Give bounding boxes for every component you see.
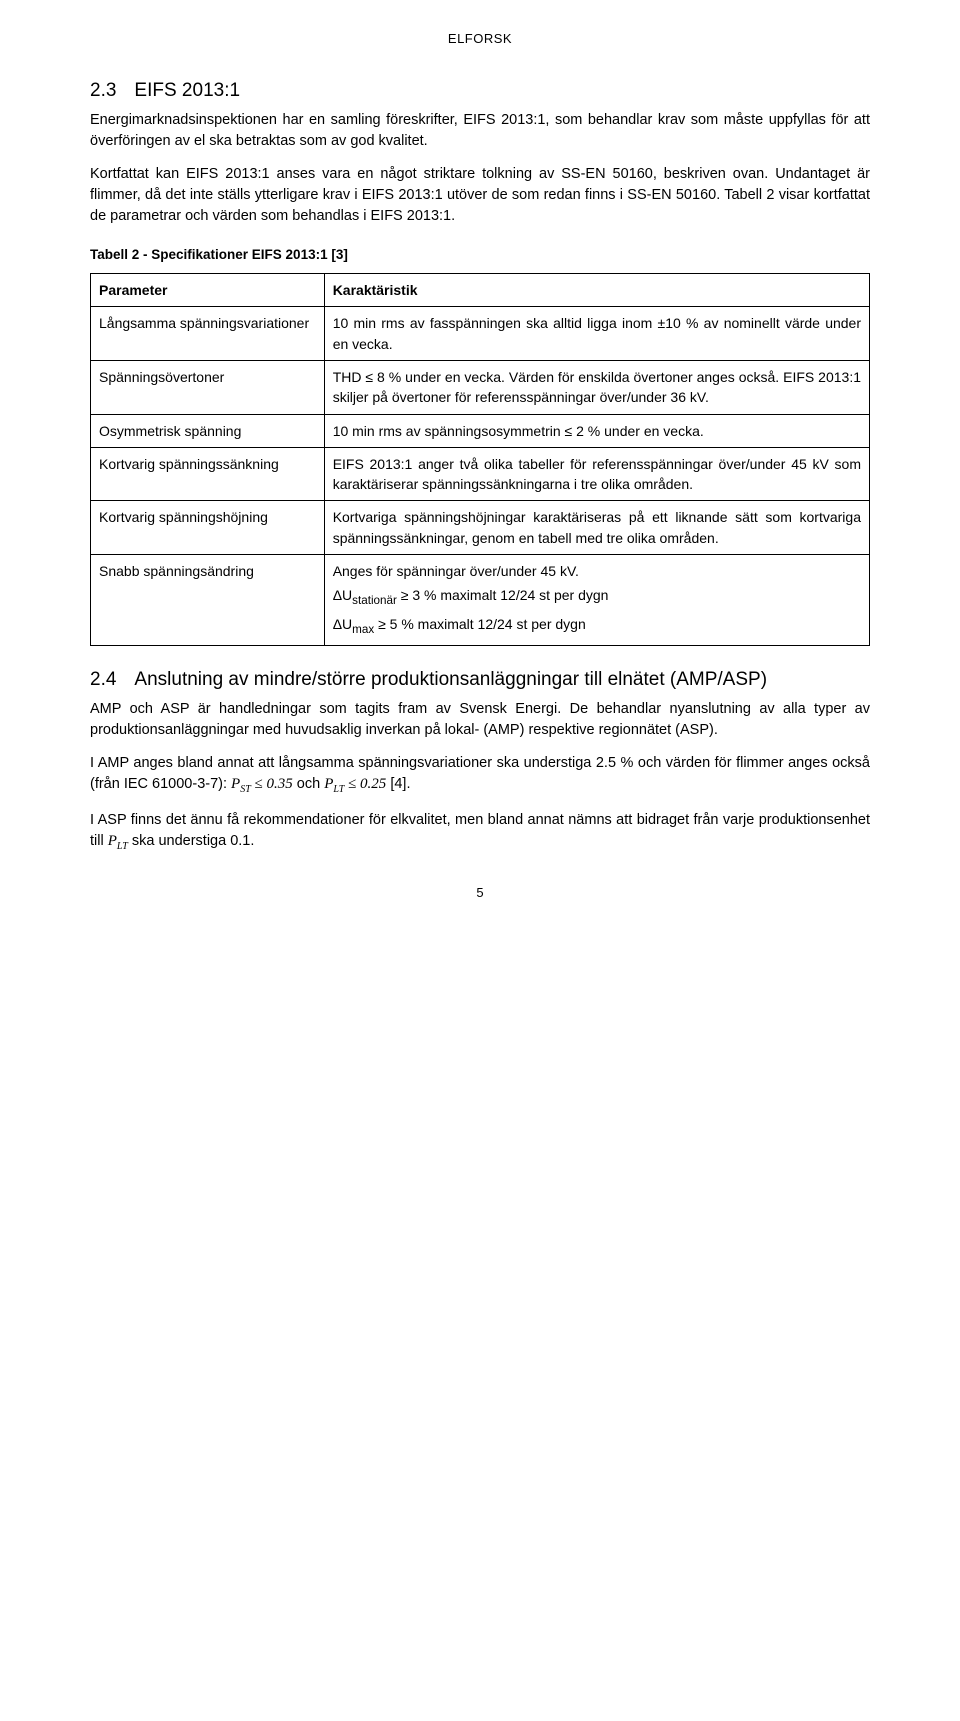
cell-parameter: Kortvarig spänningssänkning: [91, 447, 325, 501]
section-2-3-heading: 2.3 EIFS 2013:1: [90, 77, 870, 105]
section-2-4-heading: 2.4 Anslutning av mindre/större produktio…: [90, 666, 870, 694]
th-parameter: Parameter: [91, 274, 325, 307]
cell-line: ΔUmax ≥ 5 % maximalt 12/24 st per dygn: [333, 614, 861, 639]
page-header: ELFORSK: [90, 30, 870, 49]
table2-caption: Tabell 2 - Specifikationer EIFS 2013:1 […: [90, 245, 870, 265]
section-title: EIFS 2013:1: [134, 80, 240, 101]
table-row: Snabb spänningsändringAnges för spänning…: [91, 555, 870, 646]
formula-pst: PST ≤ 0.35: [231, 776, 293, 792]
cell-parameter: Kortvarig spänningshöjning: [91, 501, 325, 555]
p2-mid: och: [293, 776, 324, 792]
cell-characteristic: Kortvariga spänningshöjningar karaktäris…: [324, 501, 869, 555]
formula-plt: PLT ≤ 0.25: [324, 776, 386, 792]
cell-line: THD ≤ 8 % under en vecka. Värden för ens…: [333, 367, 861, 408]
cell-parameter: Snabb spänningsändring: [91, 555, 325, 646]
section-2-4-p1: AMP och ASP är handledningar som tagits …: [90, 699, 870, 741]
section-title: Anslutning av mindre/större produktionsa…: [134, 669, 767, 690]
table-row: Kortvarig spänningssänkningEIFS 2013:1 a…: [91, 447, 870, 501]
cell-parameter: Spänningsövertoner: [91, 360, 325, 414]
table2: Parameter Karaktäristik Långsamma spänni…: [90, 273, 870, 646]
table-row: Långsamma spänningsvariationer10 min rms…: [91, 307, 870, 361]
cell-characteristic: EIFS 2013:1 anger två olika tabeller för…: [324, 447, 869, 501]
cell-parameter: Osymmetrisk spänning: [91, 414, 325, 447]
section-2-3-p1: Energimarknadsinspektionen har en samlin…: [90, 110, 870, 152]
p2-pre: I AMP anges bland annat att långsamma sp…: [90, 755, 870, 792]
section-2-4-p3: I ASP finns det ännu få rekommendationer…: [90, 810, 870, 855]
th-characteristic: Karaktäristik: [324, 274, 869, 307]
cell-characteristic: 10 min rms av fasspänningen ska alltid l…: [324, 307, 869, 361]
table-header-row: Parameter Karaktäristik: [91, 274, 870, 307]
cell-characteristic: THD ≤ 8 % under en vecka. Värden för ens…: [324, 360, 869, 414]
cell-characteristic: Anges för spänningar över/under 45 kV. ΔU…: [324, 555, 869, 646]
section-num: 2.4: [90, 669, 116, 690]
p2-tail: [4].: [386, 776, 410, 792]
cell-line: 10 min rms av fasspänningen ska alltid l…: [333, 313, 861, 354]
p3-tail: ska understiga 0.1.: [128, 833, 255, 849]
table-row: Kortvarig spänningshöjningKortvariga spä…: [91, 501, 870, 555]
cell-line: Kortvariga spänningshöjningar karaktäris…: [333, 507, 861, 548]
cell-line: EIFS 2013:1 anger två olika tabeller för…: [333, 454, 861, 495]
cell-characteristic: 10 min rms av spänningsosymmetrin ≤ 2 % …: [324, 414, 869, 447]
cell-line: 10 min rms av spänningsosymmetrin ≤ 2 % …: [333, 421, 861, 441]
section-2-3-p2: Kortfattat kan EIFS 2013:1 anses vara en…: [90, 164, 870, 227]
section-num: 2.3: [90, 80, 116, 101]
table-row: SpänningsövertonerTHD ≤ 8 % under en vec…: [91, 360, 870, 414]
cell-parameter: Långsamma spänningsvariationer: [91, 307, 325, 361]
cell-line: ΔUstationär ≥ 3 % maximalt 12/24 st per …: [333, 585, 861, 610]
section-2-4-p2: I AMP anges bland annat att långsamma sp…: [90, 753, 870, 798]
formula-plt2: PLT: [108, 833, 128, 849]
page-number: 5: [90, 884, 870, 903]
table-row: Osymmetrisk spänning 10 min rms av spänni…: [91, 414, 870, 447]
cell-line: Anges för spänningar över/under 45 kV.: [333, 561, 861, 581]
